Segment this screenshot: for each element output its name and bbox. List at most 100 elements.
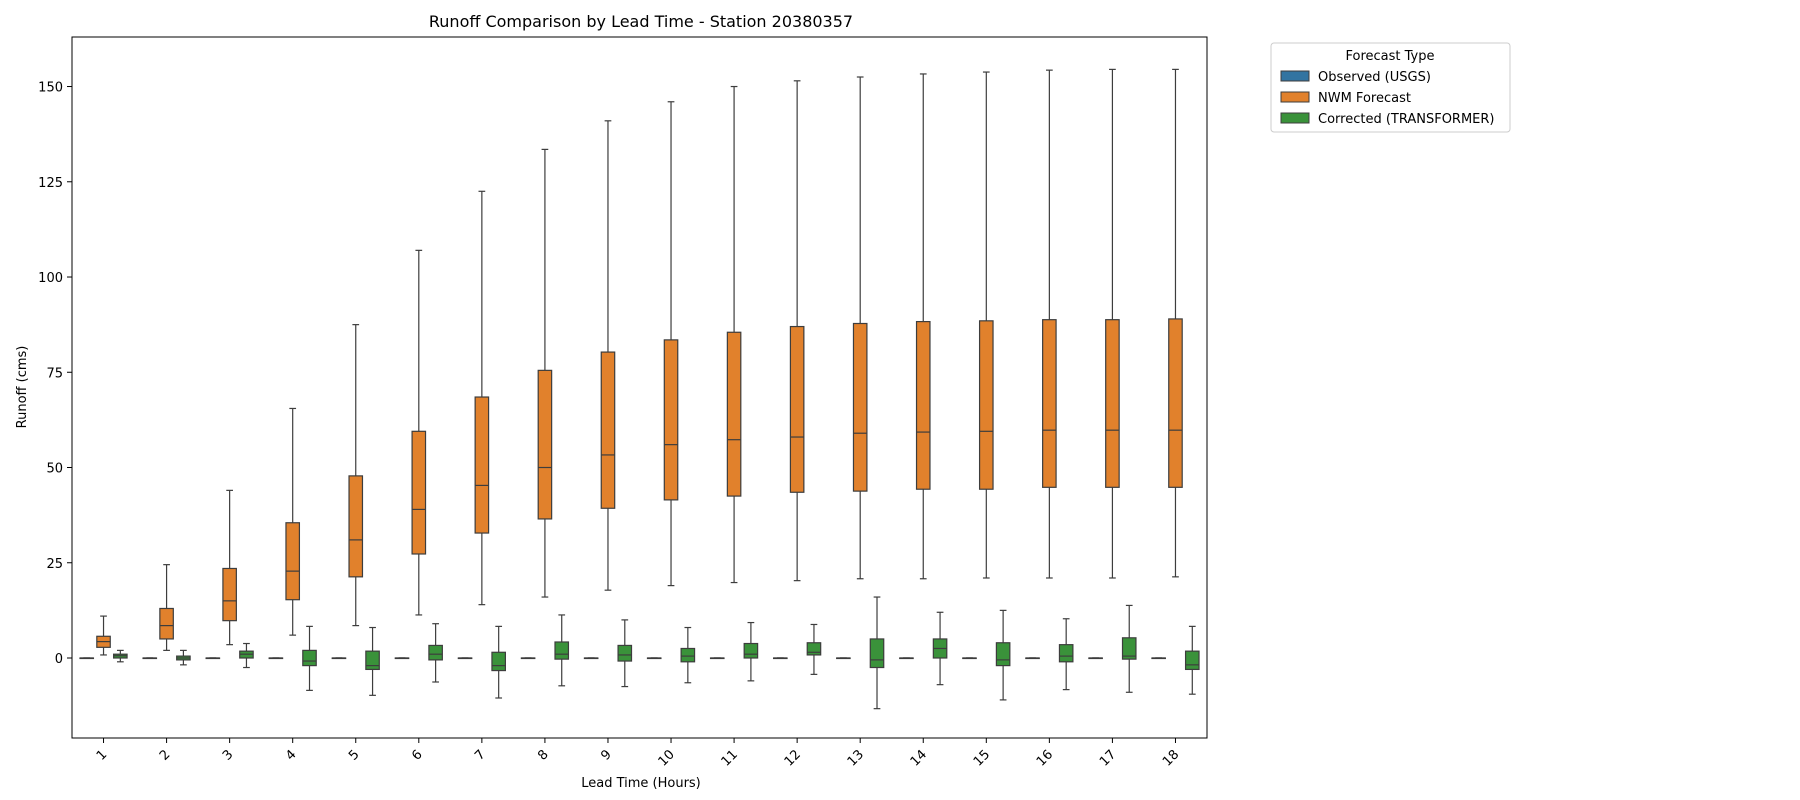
x-tick-label: 10 (656, 747, 678, 769)
box-nwm-forecast-2 (159, 564, 174, 651)
y-axis-label: Runoff (cms) (15, 346, 30, 429)
box-iqr (852, 322, 868, 492)
x-tick-label: 5 (346, 747, 362, 763)
box-iqr (1184, 650, 1200, 671)
box-observed-usgs-10 (646, 657, 662, 660)
box-corrected-transformer-18 (1184, 625, 1200, 695)
box-iqr (474, 396, 490, 534)
box-observed-usgs-5 (331, 657, 347, 660)
x-tick-label: 16 (1034, 747, 1056, 769)
box-iqr (1042, 319, 1057, 488)
box-corrected-transformer-2 (176, 649, 191, 666)
box-nwm-forecast-11 (726, 85, 742, 584)
box-corrected-transformer-14 (932, 611, 948, 686)
box-iqr (789, 325, 805, 493)
box-iqr (600, 351, 616, 509)
box-iqr (1105, 319, 1120, 488)
box-nwm-forecast-6 (411, 249, 427, 616)
box-iqr (1058, 644, 1074, 663)
legend-label: NWM Forecast (1318, 91, 1411, 106)
box-nwm-forecast-10 (663, 101, 679, 587)
box-observed-usgs-14 (899, 657, 914, 660)
box-nwm-forecast-15 (978, 71, 994, 579)
box-corrected-transformer-4 (302, 625, 317, 691)
box-observed-usgs-17 (1088, 657, 1103, 660)
box-observed-usgs-9 (583, 657, 599, 660)
box-observed-usgs-7 (457, 657, 473, 660)
plot-area (71, 36, 1208, 739)
y-tick-label: 75 (46, 366, 63, 381)
box-observed-usgs-2 (142, 657, 158, 660)
box-corrected-transformer-3 (239, 642, 254, 669)
box-corrected-transformer-17 (1121, 604, 1137, 693)
box-nwm-forecast-14 (915, 73, 931, 580)
box-iqr (869, 638, 885, 669)
box-observed-usgs-1 (79, 657, 95, 660)
x-tick-label: 9 (598, 747, 614, 763)
legend-entry-observed-usgs: Observed (USGS) (1280, 70, 1431, 85)
x-axis: 1 2 3 4 5 6 7 8 9 10 11 12 13 14 15 16 17 18 (94, 738, 1182, 770)
box-iqr (222, 567, 237, 622)
legend-label: Observed (USGS) (1318, 70, 1431, 85)
box-nwm-forecast-12 (789, 80, 805, 582)
box-corrected-transformer-5 (365, 626, 380, 696)
box-nwm-forecast-18 (1168, 68, 1183, 578)
x-tick-label: 17 (1097, 747, 1119, 769)
box-iqr (663, 339, 679, 501)
box-iqr (348, 475, 364, 578)
x-tick-label: 6 (409, 747, 425, 763)
box-nwm-forecast-3 (222, 489, 237, 646)
box-nwm-forecast-4 (285, 407, 301, 636)
box-nwm-forecast-1 (96, 615, 111, 656)
box-iqr (806, 642, 822, 656)
x-tick-label: 11 (719, 747, 741, 769)
box-corrected-transformer-12 (806, 623, 822, 675)
box-nwm-forecast-17 (1105, 68, 1120, 579)
legend-entry-corrected-transformer: Corrected (TRANSFORMER) (1280, 112, 1495, 127)
box-iqr (285, 522, 301, 601)
x-tick-label: 3 (220, 747, 236, 763)
box-iqr (617, 644, 633, 662)
legend-swatch (1280, 91, 1310, 103)
x-tick-label: 4 (283, 747, 299, 763)
box-iqr (428, 644, 443, 661)
x-tick-label: 1 (94, 747, 110, 763)
box-nwm-forecast-9 (600, 120, 616, 591)
box-observed-usgs-18 (1151, 657, 1166, 660)
x-axis-label: Lead Time (Hours) (581, 776, 701, 791)
y-tick-label: 100 (38, 271, 63, 286)
box-iqr (978, 320, 994, 490)
legend-label: Corrected (TRANSFORMER) (1318, 112, 1495, 127)
legend-title: Forecast Type (1345, 49, 1434, 64)
x-tick-label: 7 (472, 747, 488, 763)
x-tick-label: 15 (971, 747, 993, 769)
legend-swatch (1280, 70, 1310, 82)
box-iqr (554, 641, 570, 660)
legend-swatch (1280, 112, 1310, 124)
box-observed-usgs-8 (520, 657, 536, 660)
box-corrected-transformer-6 (428, 623, 443, 683)
x-tick-label: 13 (845, 747, 867, 769)
x-tick-label: 12 (782, 747, 804, 769)
box-iqr (411, 430, 427, 555)
box-iqr (365, 650, 380, 671)
box-iqr (1121, 637, 1137, 660)
y-axis: 0 25 50 75 100 125 150 (38, 81, 72, 667)
chart-title: Runoff Comparison by Lead Time - Station… (429, 12, 853, 31)
box-corrected-transformer-7 (491, 625, 507, 699)
box-observed-usgs-4 (268, 657, 284, 660)
box-nwm-forecast-7 (474, 190, 490, 606)
box-observed-usgs-11 (709, 657, 725, 660)
box-iqr (995, 642, 1011, 667)
legend: Forecast Type Observed (USGS) NWM Forecas… (1270, 42, 1511, 133)
box-iqr (159, 607, 174, 640)
legend-entry-nwm-forecast: NWM Forecast (1280, 91, 1411, 106)
box-nwm-forecast-13 (852, 76, 868, 580)
box-observed-usgs-6 (394, 657, 410, 660)
box-iqr (915, 320, 931, 490)
box-observed-usgs-3 (205, 657, 221, 660)
box-iqr (726, 331, 742, 497)
box-iqr (302, 649, 317, 667)
box-observed-usgs-15 (962, 657, 977, 660)
